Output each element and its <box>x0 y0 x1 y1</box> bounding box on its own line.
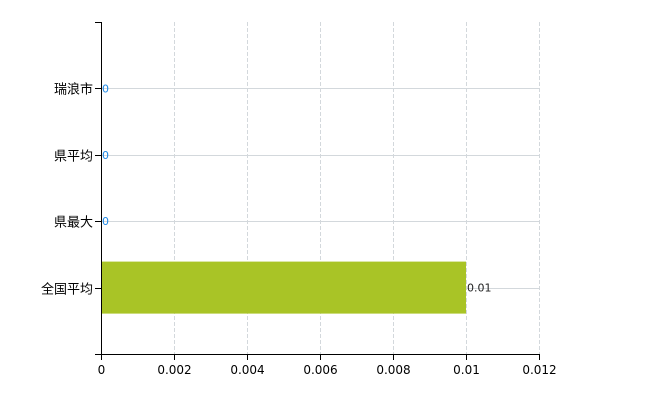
x-tick-label: 0.01 <box>453 363 480 377</box>
category-label: 全国平均 <box>41 282 93 298</box>
x-tick-label: 0 <box>98 363 106 377</box>
data-label: 0 <box>102 215 109 228</box>
data-label: 0.01 <box>467 282 492 295</box>
x-tick-label: 0.004 <box>230 363 264 377</box>
x-tick-label: 0.006 <box>303 363 337 377</box>
category-label: 瑞浪市 <box>54 82 93 98</box>
x-tick-label: 0.008 <box>376 363 410 377</box>
bar <box>101 261 466 314</box>
data-label: 0 <box>102 82 109 95</box>
x-tick-label: 0.012 <box>522 363 556 377</box>
x-tick-label: 0.002 <box>157 363 191 377</box>
category-label: 県最大 <box>54 216 93 231</box>
data-label: 0 <box>102 149 109 162</box>
category-label: 県平均 <box>54 150 93 165</box>
